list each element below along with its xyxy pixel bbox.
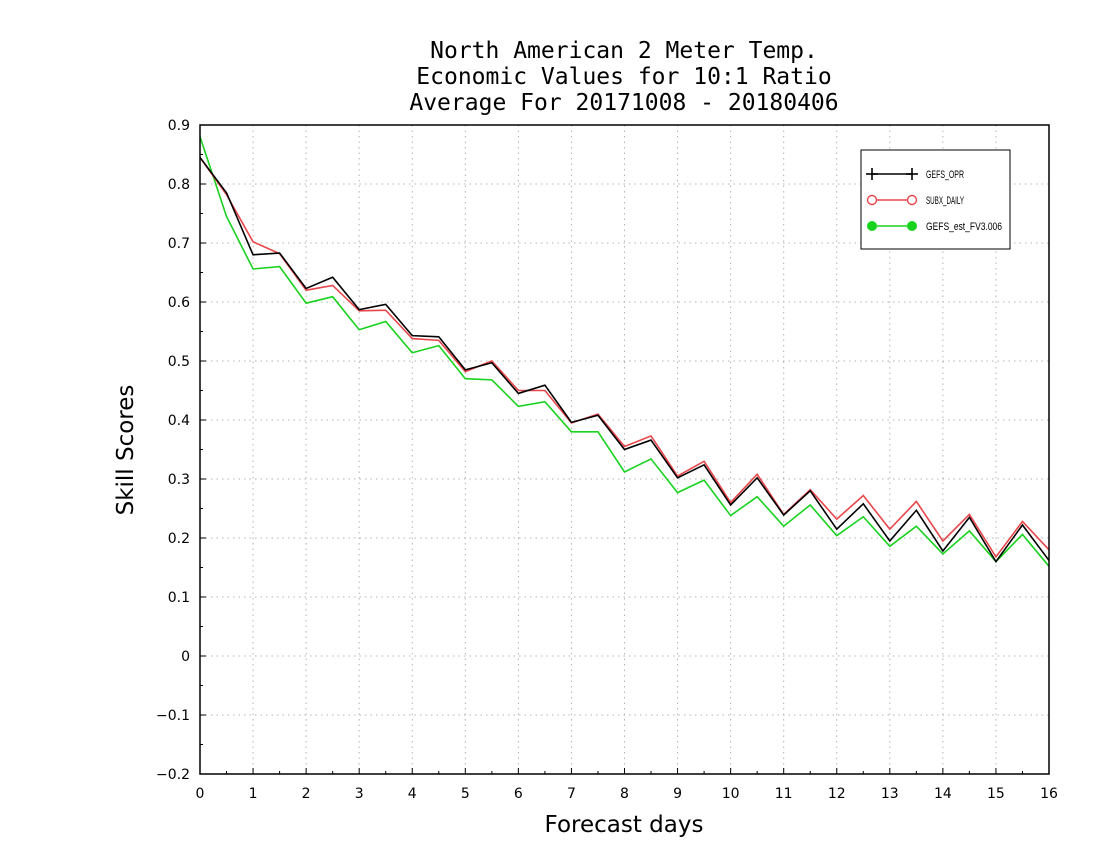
legend-marker-open-circle: [906, 194, 918, 206]
x-tick-label: 14: [934, 786, 952, 802]
x-tick-label: 6: [514, 786, 523, 802]
x-axis: 0 1 2 3 4 5 6 7 8 9 10 11 12 13 14 15 16: [196, 768, 1058, 802]
chart-title-line-3: Average For 20171008 - 20180406: [409, 90, 838, 116]
x-tick-label: 15: [987, 786, 1005, 802]
chart-title-line-2: Economic Values for 10:1 Ratio: [416, 64, 831, 90]
y-axis-label: Skill Scores: [113, 385, 139, 516]
series-line-gefs-opr: [199, 156, 1050, 564]
y-tick-label: 0.1: [168, 590, 190, 606]
x-tick-label: 13: [881, 786, 899, 802]
x-tick-label: 9: [673, 786, 682, 802]
grid: [200, 125, 1049, 774]
y-tick-label: 0.5: [168, 354, 190, 370]
y-tick-label: 0: [181, 649, 190, 665]
x-tick-label: 4: [408, 786, 417, 802]
y-tick-label: −0.2: [156, 767, 190, 783]
x-tick-label: 11: [775, 786, 793, 802]
x-tick-label: 12: [828, 786, 846, 802]
x-tick-label: 5: [461, 786, 470, 802]
legend-label: SUBX_DAILY: [926, 195, 964, 207]
x-tick-label: 3: [355, 786, 364, 802]
legend-marker-filled-circle: [907, 221, 917, 231]
series-layer: [199, 136, 1050, 567]
legend-marker-open-circle: [866, 194, 878, 206]
y-tick-label: 0.8: [168, 177, 190, 193]
y-tick-label: 0.2: [168, 531, 190, 547]
legend: GEFS_OPR SUBX_DAILY GEFS_est_FV3.006: [860, 149, 1011, 250]
legend-marker-filled-circle: [867, 221, 877, 231]
y-tick-label: 0.6: [168, 295, 190, 311]
y-axis: −0.2 −0.1 0 0.1 0.2 0.3 0.4 0.5 0.6 0.7 0.8 0.9: [156, 118, 206, 783]
x-tick-label: 0: [196, 786, 205, 802]
series-line-gefs-est-fv3-006: [199, 136, 1050, 567]
x-axis-label: Forecast days: [545, 812, 704, 838]
y-tick-label: −0.1: [156, 708, 190, 724]
legend-label: GEFS_est_FV3.006: [926, 221, 1002, 233]
y-tick-label: 0.3: [168, 472, 190, 488]
y-tick-label: 0.7: [168, 236, 190, 252]
x-tick-label: 7: [567, 786, 576, 802]
y-tick-label: 0.9: [168, 118, 190, 134]
x-tick-label: 1: [249, 786, 258, 802]
y-tick-label: 0.4: [168, 413, 190, 429]
x-tick-label: 10: [722, 786, 740, 802]
x-tick-label: 2: [302, 786, 311, 802]
chart-title-line-1: North American 2 Meter Temp.: [430, 38, 818, 64]
series-line-subx-daily: [199, 156, 1050, 559]
legend-label: GEFS_OPR: [926, 169, 964, 181]
x-tick-label: 16: [1040, 786, 1058, 802]
x-tick-label: 8: [620, 786, 629, 802]
